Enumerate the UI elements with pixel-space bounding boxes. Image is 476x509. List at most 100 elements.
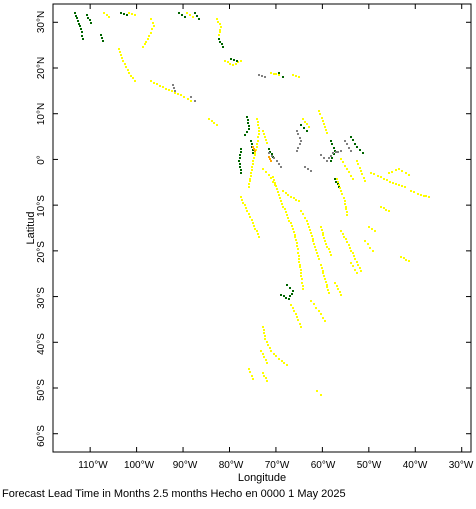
forecast-marker bbox=[286, 284, 288, 286]
forecast-marker bbox=[256, 118, 258, 120]
forecast-marker bbox=[285, 211, 287, 213]
forecast-marker bbox=[389, 181, 391, 183]
forecast-marker bbox=[252, 160, 254, 162]
forecast-marker bbox=[328, 292, 330, 294]
forecast-marker bbox=[335, 151, 337, 153]
forecast-marker bbox=[144, 43, 146, 45]
forecast-marker bbox=[230, 58, 232, 60]
forecast-marker bbox=[251, 375, 253, 377]
forecast-marker bbox=[324, 320, 326, 322]
forecast-marker bbox=[295, 239, 297, 241]
forecast-marker bbox=[256, 143, 258, 145]
forecast-marker bbox=[325, 129, 327, 131]
forecast-marker bbox=[134, 80, 136, 82]
forecast-marker bbox=[186, 12, 188, 14]
forecast-marker bbox=[321, 117, 323, 119]
forecast-marker bbox=[276, 188, 278, 190]
forecast-marker bbox=[380, 206, 382, 208]
forecast-marker bbox=[268, 148, 270, 150]
forecast-marker bbox=[192, 16, 194, 18]
forecast-marker bbox=[314, 246, 316, 248]
lon-label-70w: 70°W bbox=[265, 460, 290, 471]
forecast-marker bbox=[285, 297, 287, 299]
forecast-marker bbox=[283, 295, 285, 297]
forecast-marker bbox=[297, 147, 299, 149]
forecast-marker bbox=[292, 74, 294, 76]
forecast-marker bbox=[287, 217, 289, 219]
forecast-marker bbox=[150, 18, 152, 20]
forecast-marker bbox=[403, 257, 405, 259]
forecast-marker bbox=[262, 168, 264, 170]
forecast-marker bbox=[326, 286, 328, 288]
forecast-marker bbox=[401, 185, 403, 187]
forecast-marker bbox=[405, 259, 407, 261]
forecast-marker bbox=[318, 310, 320, 312]
forecast-marker bbox=[198, 18, 200, 20]
forecast-marker bbox=[189, 14, 191, 16]
forecast-marker bbox=[262, 326, 264, 328]
forecast-marker bbox=[356, 272, 358, 274]
forecast-marker bbox=[268, 174, 270, 176]
forecast-marker bbox=[286, 364, 288, 366]
forecast-marker bbox=[296, 245, 298, 247]
forecast-marker bbox=[354, 269, 356, 271]
forecast-marker bbox=[250, 175, 252, 177]
forecast-marker bbox=[81, 35, 83, 37]
forecast-marker bbox=[267, 344, 269, 346]
forecast-marker bbox=[374, 230, 376, 232]
forecast-marker bbox=[253, 225, 255, 227]
forecast-marker bbox=[248, 368, 250, 370]
forecast-marker bbox=[246, 116, 248, 118]
forecast-marker bbox=[254, 228, 256, 230]
forecast-marker bbox=[330, 155, 332, 157]
forecast-marker bbox=[271, 153, 273, 155]
forecast-marker bbox=[156, 83, 158, 85]
forecast-marker bbox=[269, 347, 271, 349]
forecast-marker bbox=[273, 157, 275, 159]
forecast-marker bbox=[398, 184, 400, 186]
forecast-marker bbox=[340, 150, 342, 152]
forecast-marker bbox=[291, 225, 293, 227]
forecast-marker bbox=[292, 307, 294, 309]
forecast-marker bbox=[306, 123, 308, 125]
forecast-marker bbox=[288, 220, 290, 222]
forecast-marker bbox=[322, 317, 324, 319]
forecast-marker bbox=[100, 34, 102, 36]
forecast-marker bbox=[294, 236, 296, 238]
forecast-marker bbox=[102, 40, 104, 42]
forecast-marker bbox=[320, 226, 322, 228]
forecast-marker bbox=[279, 197, 281, 199]
forecast-marker bbox=[82, 38, 84, 40]
forecast-marker bbox=[249, 216, 251, 218]
forecast-marker bbox=[298, 200, 300, 202]
forecast-marker bbox=[350, 262, 352, 264]
forecast-marker bbox=[194, 12, 196, 14]
forecast-marker bbox=[131, 13, 133, 15]
forecast-marker bbox=[388, 172, 390, 174]
forecast-marker bbox=[312, 238, 314, 240]
forecast-marker bbox=[264, 136, 266, 138]
forecast-marker bbox=[380, 176, 382, 178]
forecast-marker bbox=[252, 146, 254, 148]
forecast-marker bbox=[334, 282, 336, 284]
forecast-marker bbox=[321, 267, 323, 269]
forecast-marker bbox=[106, 14, 108, 16]
forecast-marker bbox=[297, 248, 299, 250]
forecast-marker bbox=[190, 100, 192, 102]
forecast-marker bbox=[344, 165, 346, 167]
forecast-marker bbox=[246, 131, 248, 133]
forecast-marker bbox=[425, 195, 427, 197]
forecast-marker bbox=[310, 300, 312, 302]
forecast-marker bbox=[292, 228, 294, 230]
forecast-marker bbox=[153, 25, 155, 27]
forecast-marker bbox=[337, 288, 339, 290]
forecast-marker bbox=[251, 219, 253, 221]
forecast-marker bbox=[322, 232, 324, 234]
forecast-marker bbox=[350, 150, 352, 152]
forecast-marker bbox=[290, 304, 292, 306]
forecast-marker bbox=[352, 139, 354, 141]
forecast-marker bbox=[252, 152, 254, 154]
forecast-marker bbox=[344, 203, 346, 205]
forecast-marker bbox=[127, 69, 129, 71]
forecast-marker bbox=[341, 193, 343, 195]
